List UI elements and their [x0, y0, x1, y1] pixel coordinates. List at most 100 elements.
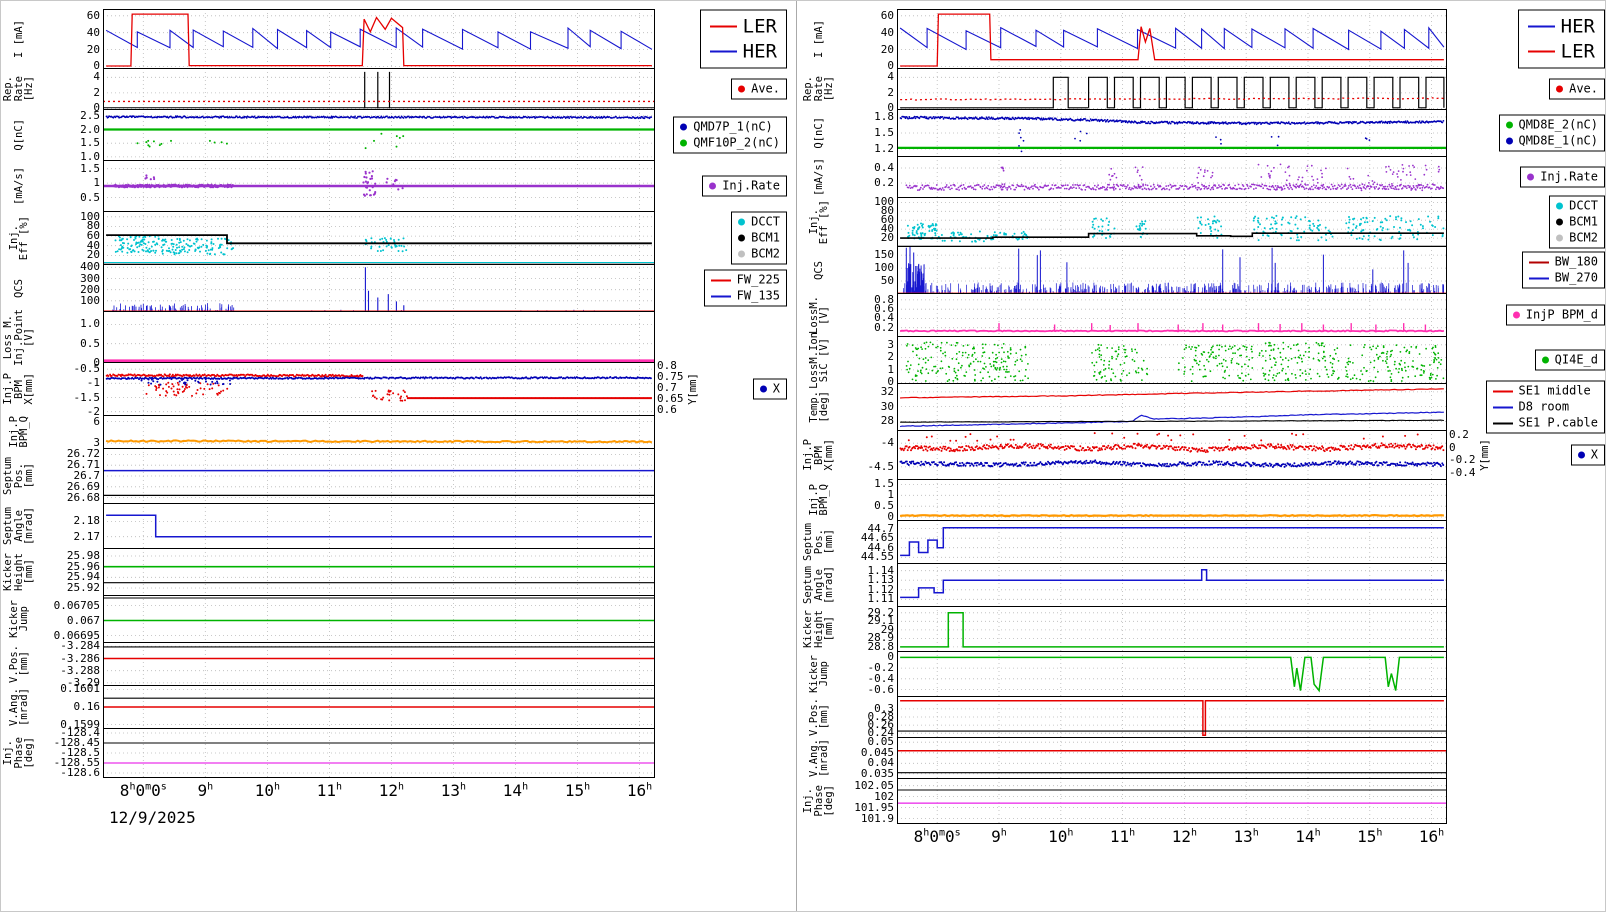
y-tick-label: 0.5 — [80, 336, 100, 350]
y-tick-labels: 1.5 1 0.5 0 — [837, 478, 897, 523]
x-tick-label: 15h — [564, 781, 591, 800]
plot-area — [103, 728, 655, 778]
y-axis-label: Inj. Phase [deg] — [2, 728, 36, 778]
y-axis-label: Kicker Height [mm] — [2, 548, 36, 596]
legend-item: LER — [1527, 40, 1595, 64]
legend-label: X — [772, 381, 780, 396]
y-axis-label: V.Pos. [mm] — [801, 696, 837, 738]
right-margin — [1447, 520, 1605, 564]
plot-area — [897, 68, 1447, 110]
legend-marker-dot — [1556, 218, 1564, 226]
y-tick-label: 100 — [80, 209, 100, 223]
y-axis-label-line: [mm] — [23, 559, 36, 585]
legend-item: Ave. — [1556, 82, 1598, 97]
legend-item: X — [1577, 447, 1598, 463]
y-tick-label: 40 — [86, 25, 100, 39]
y-tick-label: 0 — [93, 356, 100, 369]
y-tick-label: 2.17 — [73, 529, 101, 543]
subplot-kicker-height: Kicker Height [mm] 29.2 29.1 29 28.9 28.8 — [801, 606, 1605, 652]
y-tick-label: 1.8 — [874, 109, 894, 123]
y-tick-labels: 60 40 20 0 — [837, 9, 897, 72]
legend-reprate: Ave. — [1549, 78, 1605, 100]
y-axis-label: Q[nC] — [3, 109, 35, 161]
right-axis-tick-label: 0.65 — [657, 392, 684, 406]
x-axis: 8h0m0s 9h 10h 11h 12h 13h 14h 15h 16h — [103, 778, 655, 804]
y-tick-labels: 32 30 28 — [837, 383, 897, 431]
legend-label: X — [1590, 447, 1598, 462]
subplot-septum-angle: Septum Angle [mrad] 2.18 2.17 — [2, 503, 789, 549]
y-axis-label-line: [mm] — [818, 704, 830, 730]
subplot-current: I [mA] 60 40 20 0 LER HER — [3, 9, 789, 72]
y-tick-label: 0 — [887, 101, 894, 115]
y-tick-label: 44.6 — [867, 540, 895, 554]
series-scatter — [1018, 129, 1371, 153]
subplot-current: I [mA] 60 40 20 0 HER LER — [801, 9, 1605, 72]
plot-area — [103, 685, 655, 729]
plot-canvas-injeff — [103, 211, 655, 265]
series-scatter — [905, 341, 1445, 383]
y-tick-labels: 0.05 0.045 0.04 0.035 — [837, 736, 897, 780]
legend-injrate: Inj.Rate — [702, 175, 787, 197]
y-axis-label-line: QCS — [812, 260, 825, 280]
legend-injeff: DCCT BCM1 BCM2 — [1549, 195, 1605, 249]
y-tick-label: 26.68 — [66, 490, 100, 504]
legend-label: FW_135 — [736, 288, 780, 303]
right-axis-tick-label: -0.2 — [1449, 453, 1476, 466]
gridlines — [897, 197, 1447, 247]
subplot-vang: V.Ang. [mrad] 0.1601 0.16 0.1599 — [3, 683, 789, 730]
series-noisyline — [899, 513, 1445, 518]
y-tick-label: 0.067 — [66, 613, 100, 627]
legend-item: Ave. — [738, 82, 780, 97]
y-axis-label: Inj.P BPM X[mm] — [801, 430, 837, 480]
y-tick-label: 1 — [93, 176, 100, 190]
gridlines — [897, 383, 1447, 431]
right-margin — [655, 415, 789, 449]
y-tick-label: 400 — [80, 260, 100, 274]
y-tick-label: 101.9 — [860, 811, 894, 825]
y-tick-label: 150 — [874, 248, 894, 262]
y-axis-label-line: [mm] — [823, 529, 836, 555]
series-steps — [900, 568, 1444, 599]
plot-canvas-bpm-q — [103, 415, 655, 449]
legend-item: DCCT — [738, 215, 780, 230]
y-tick-label: 0.5 — [80, 190, 100, 204]
right-margin — [1447, 651, 1605, 697]
gridlines — [897, 246, 1447, 294]
plot-frame — [103, 642, 655, 686]
y-tick-label: 0.5 — [874, 499, 894, 513]
gridlines — [897, 109, 1447, 157]
y-tick-labels: 0.8 0.6 0.4 0.2 — [837, 293, 897, 337]
y-tick-label: 1.0 — [80, 149, 100, 163]
plot-area — [897, 696, 1447, 738]
series-band — [899, 115, 1445, 126]
x-tick-label: 9h — [197, 781, 214, 800]
y-axis-label: QCS — [3, 264, 35, 312]
y-tick-label: 50 — [880, 274, 894, 288]
legend-temp: SE1 middle D8 room SE1 P.cable — [1485, 380, 1605, 434]
plot-frame — [897, 156, 1447, 198]
plot-frame — [103, 68, 655, 110]
y-axis-label-line: [deg] — [23, 737, 36, 769]
plot-area — [103, 448, 655, 504]
plot-frame — [103, 264, 655, 312]
y-tick-label: 26.69 — [66, 479, 100, 493]
legend-label: Ave. — [1569, 81, 1598, 96]
subplot-injeff: Inj. Eff [%] 100 80 60 40 20 DCCT BCM1 BCM2 — [801, 195, 1605, 249]
series-band — [111, 183, 234, 189]
legend-item: Inj.Rate — [709, 179, 780, 194]
y-tick-labels: 100 80 60 40 20 — [837, 196, 897, 247]
x-tick-label: 15h — [1357, 827, 1383, 846]
plot-canvas-bpm-x — [897, 430, 1447, 480]
right-margin — [655, 685, 789, 729]
y-tick-label: 25.92 — [66, 581, 100, 594]
legend-bpm-x: X — [1570, 444, 1605, 466]
y-axis-label: Temp. [deg] — [801, 383, 837, 431]
x-tick-label: 16h — [1418, 827, 1445, 846]
plot-area — [103, 415, 655, 449]
x-tick-label: 8h0m0s — [119, 781, 167, 800]
legend-marker-dot — [1541, 356, 1549, 364]
subplot-injrate: [mA/s] 1.5 1 0.5 Inj.Rate — [3, 160, 789, 212]
y-tick-label: 28.9 — [867, 631, 895, 645]
plot-canvas-reprate — [897, 68, 1447, 110]
